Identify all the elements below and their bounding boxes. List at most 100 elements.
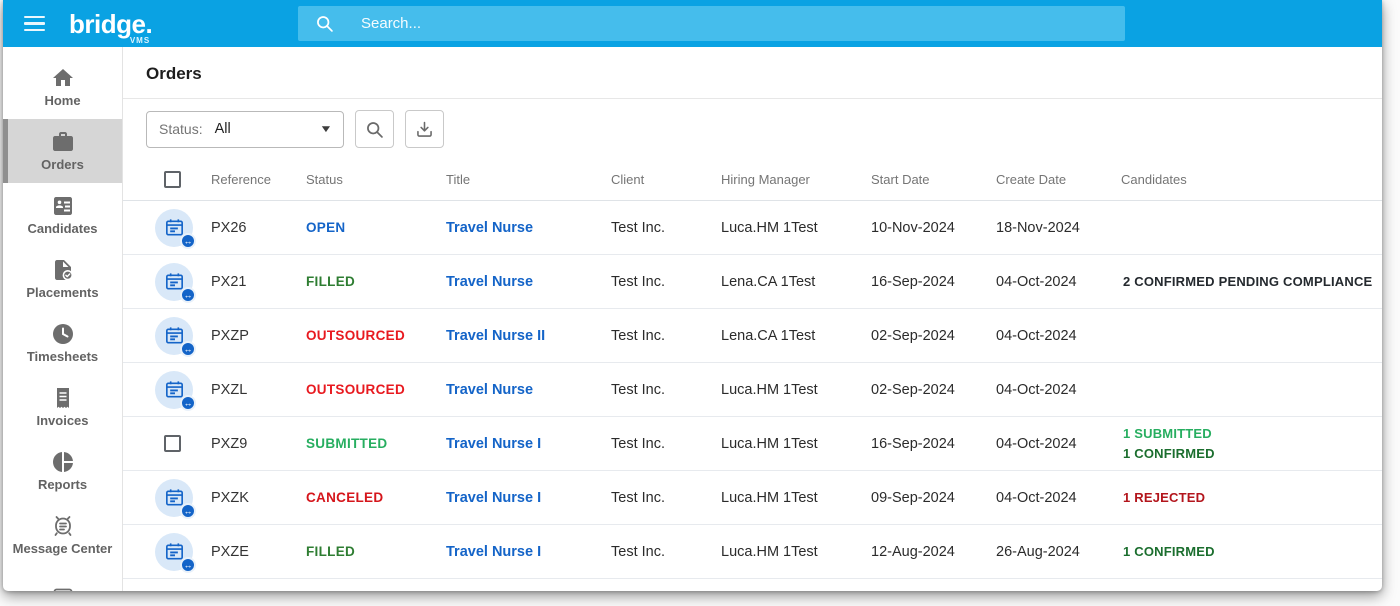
- sidebar-item-more[interactable]: [3, 567, 122, 591]
- swap-arrows-badge-icon: ↔: [180, 394, 196, 411]
- page-header: Orders: [123, 47, 1382, 99]
- logo-vms-text: VMS: [129, 35, 151, 45]
- order-calendar-icon[interactable]: ↔: [155, 370, 196, 411]
- order-calendar-icon[interactable]: ↔: [155, 208, 196, 249]
- chevron-down-icon: ▼: [319, 123, 333, 135]
- order-hiring-manager: Luca.HM 1Test: [721, 381, 818, 398]
- order-hiring-manager: Luca.HM 1Test: [721, 219, 818, 236]
- select-all-checkbox[interactable]: [164, 171, 181, 188]
- sidebar-item-message-center[interactable]: Message Center: [3, 503, 122, 567]
- swap-arrows-badge-icon: ↔: [180, 340, 196, 357]
- col-header-reference: Reference: [211, 172, 271, 187]
- order-title-link[interactable]: Travel Nurse I: [446, 435, 542, 452]
- candidate-status-text: 1 SUBMITTED: [1123, 426, 1212, 441]
- order-start-date: 12-Aug-2024: [871, 543, 955, 560]
- candidates-icon: [51, 194, 75, 218]
- candidate-status-text: 1 CONFIRMED: [1123, 544, 1215, 559]
- order-status: OUTSOURCED: [306, 328, 406, 343]
- sidebar-item-placements[interactable]: Placements: [3, 247, 122, 311]
- search-orders-button[interactable]: [355, 110, 394, 148]
- sidebar-item-home[interactable]: Home: [3, 55, 122, 119]
- order-start-date: 09-Sep-2024: [871, 489, 955, 506]
- sidebar-item-label: Home: [44, 92, 81, 108]
- order-hiring-manager: Luca.HM 1Test: [721, 543, 818, 560]
- sidebar-item-timesheets[interactable]: Timesheets: [3, 311, 122, 375]
- global-search-input[interactable]: [361, 15, 961, 32]
- table-row: PXZ9 SUBMITTED Travel Nurse I Test Inc. …: [123, 417, 1382, 471]
- order-reference: PXZ9: [211, 435, 248, 452]
- order-title-link[interactable]: Travel Nurse: [446, 219, 534, 236]
- order-create-date: 04-Oct-2024: [996, 381, 1077, 398]
- order-calendar-icon[interactable]: ↔: [155, 316, 196, 357]
- col-header-create-date: Create Date: [996, 172, 1067, 187]
- sidebar-item-label: Candidates: [27, 220, 98, 236]
- order-hiring-manager: Luca.HM 1Test: [721, 435, 818, 452]
- order-title-link[interactable]: Travel Nurse I: [446, 543, 542, 560]
- receipt-icon: [51, 386, 75, 410]
- sidebar-item-label: Timesheets: [26, 348, 99, 364]
- order-create-date: 04-Oct-2024: [996, 273, 1077, 290]
- sidebar-item-invoices[interactable]: Invoices: [3, 375, 122, 439]
- row-checkbox[interactable]: [164, 435, 181, 452]
- order-title-link[interactable]: Travel Nurse I: [446, 489, 542, 506]
- sidebar-item-label: Placements: [26, 284, 99, 300]
- order-create-date: 26-Aug-2024: [996, 543, 1080, 560]
- app-logo: bridge. VMS: [69, 8, 153, 45]
- order-candidates: 1 REJECTED: [1113, 491, 1382, 504]
- logo-text: bridge.: [69, 8, 153, 39]
- orders-toolbar: Status: All ▼: [123, 99, 1382, 159]
- col-header-start-date: Start Date: [871, 172, 930, 187]
- search-icon: [364, 119, 385, 140]
- order-client: Test Inc.: [611, 327, 665, 344]
- message-icon: [51, 514, 75, 538]
- order-client: Test Inc.: [611, 489, 665, 506]
- sidebar-item-reports[interactable]: Reports: [3, 439, 122, 503]
- placements-icon: [51, 258, 75, 282]
- global-search[interactable]: [298, 6, 1125, 41]
- order-start-date: 10-Nov-2024: [871, 219, 955, 236]
- order-candidates: 2 CONFIRMED PENDING COMPLIANCE: [1113, 275, 1382, 288]
- order-title-link[interactable]: Travel Nurse II: [446, 327, 546, 344]
- order-create-date: 18-Nov-2024: [996, 219, 1080, 236]
- orders-table-header: Reference Status Title Client Hiring Man…: [123, 159, 1382, 201]
- swap-arrows-badge-icon: ↔: [180, 556, 196, 573]
- order-create-date: 04-Oct-2024: [996, 489, 1077, 506]
- order-status: FILLED: [306, 544, 356, 559]
- col-header-client: Client: [611, 172, 645, 187]
- sidebar-item-orders[interactable]: Orders: [3, 119, 122, 183]
- swap-arrows-badge-icon: ↔: [180, 502, 196, 519]
- orders-table-body: ↔ PX26 OPEN Travel Nurse Test Inc. Luca.…: [123, 201, 1382, 579]
- order-start-date: 16-Sep-2024: [871, 435, 955, 452]
- hamburger-menu-icon[interactable]: [11, 15, 57, 32]
- order-calendar-icon[interactable]: ↔: [155, 478, 196, 519]
- sidebar-item-label: Message Center: [12, 540, 113, 556]
- status-filter-dropdown[interactable]: Status: All ▼: [146, 110, 344, 148]
- order-start-date: 02-Sep-2024: [871, 381, 955, 398]
- swap-arrows-badge-icon: ↔: [180, 232, 196, 249]
- sidebar-item-candidates[interactable]: Candidates: [3, 183, 122, 247]
- order-calendar-icon[interactable]: ↔: [155, 532, 196, 573]
- order-hiring-manager: Luca.HM 1Test: [721, 489, 818, 506]
- order-status: OUTSOURCED: [306, 382, 406, 397]
- col-header-title: Title: [446, 172, 471, 187]
- order-start-date: 02-Sep-2024: [871, 327, 955, 344]
- order-title-link[interactable]: Travel Nurse: [446, 273, 534, 290]
- order-status: OPEN: [306, 220, 346, 235]
- table-row: ↔ PXZP OUTSOURCED Travel Nurse II Test I…: [123, 309, 1382, 363]
- swap-arrows-badge-icon: ↔: [180, 286, 196, 303]
- order-client: Test Inc.: [611, 543, 665, 560]
- app-window: bridge. VMS Home Orders Candidates Place…: [3, 0, 1382, 591]
- order-calendar-icon[interactable]: ↔: [155, 262, 196, 303]
- order-reference: PXZL: [211, 381, 248, 398]
- sidebar-item-label: Invoices: [36, 412, 89, 428]
- download-export-button[interactable]: [405, 110, 444, 148]
- order-client: Test Inc.: [611, 435, 665, 452]
- candidate-status-text: 1 REJECTED: [1123, 490, 1206, 505]
- order-hiring-manager: Lena.CA 1Test: [721, 327, 816, 344]
- order-reference: PX21: [211, 273, 247, 290]
- table-row: ↔ PXZE FILLED Travel Nurse I Test Inc. L…: [123, 525, 1382, 579]
- order-status: SUBMITTED: [306, 436, 388, 451]
- order-title-link[interactable]: Travel Nurse: [446, 381, 534, 398]
- topbar: bridge. VMS: [3, 0, 1382, 47]
- download-icon: [414, 119, 435, 140]
